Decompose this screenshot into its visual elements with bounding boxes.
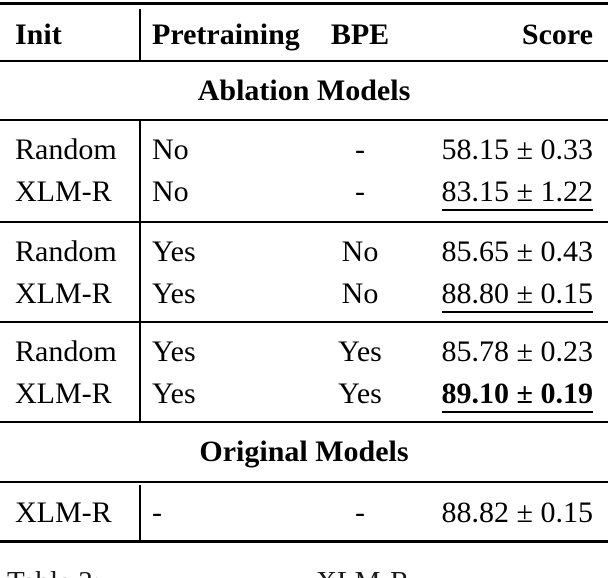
- ablation-section-rule: [0, 119, 608, 121]
- cell-bpe: -: [355, 175, 365, 208]
- cell-init: XLM-R: [15, 277, 112, 310]
- cell-score: 85.78 ± 0.23: [441, 335, 593, 368]
- cell-init: XLM-R: [15, 175, 112, 208]
- block1-bottom-rule: [0, 221, 608, 223]
- block3-column-divider: [139, 323, 141, 421]
- cell-pretraining: Yes: [152, 335, 196, 368]
- cell-pretraining: -: [152, 496, 162, 529]
- table-row: XLM-R Yes Yes 89.10 ± 0.19: [0, 373, 608, 415]
- top-rule: [0, 2, 608, 5]
- cell-score: 88.80 ± 0.15: [441, 273, 593, 315]
- section-ablation-models: Ablation Models: [197, 74, 411, 107]
- header-bpe: BPE: [330, 18, 390, 51]
- cell-bpe: -: [355, 133, 365, 166]
- cell-init: XLM-R: [15, 377, 112, 410]
- header-column-divider: [139, 9, 141, 60]
- cell-pretraining: No: [152, 175, 189, 208]
- block1-column-divider: [139, 121, 141, 221]
- cell-score: 89.10 ± 0.19: [441, 373, 593, 415]
- cell-bpe: No: [341, 277, 379, 310]
- cell-pretraining: No: [152, 133, 189, 166]
- cell-bpe: No: [341, 235, 379, 268]
- original-section-rule: [0, 481, 608, 483]
- cell-bpe: Yes: [338, 335, 382, 368]
- header-init: Init: [15, 18, 62, 51]
- table-row: XLM-R - - 88.82 ± 0.15: [0, 492, 608, 534]
- cell-bpe: -: [355, 496, 365, 529]
- bottom-rule: [0, 540, 608, 543]
- block4-column-divider: [139, 485, 141, 540]
- cell-score: 58.15 ± 0.33: [441, 133, 593, 166]
- cell-init: Random: [15, 133, 117, 166]
- header-score: Score: [521, 18, 593, 51]
- cell-init: Random: [15, 235, 117, 268]
- block2-column-divider: [139, 223, 141, 321]
- cell-init: XLM-R: [15, 496, 112, 529]
- cell-pretraining: Yes: [152, 377, 196, 410]
- caption-fragment-mid: XLM-R: [316, 568, 409, 578]
- caption-fragment-left: Table 3:: [7, 566, 101, 578]
- cell-bpe: Yes: [338, 377, 382, 410]
- cell-pretraining: Yes: [152, 235, 196, 268]
- cell-score: 88.82 ± 0.15: [441, 496, 593, 529]
- cell-score: 83.15 ± 1.22: [441, 171, 593, 213]
- block3-bottom-rule: [0, 421, 608, 423]
- table-row: Random Yes Yes 85.78 ± 0.23: [0, 331, 608, 373]
- table-row: XLM-R Yes No 88.80 ± 0.15: [0, 273, 608, 315]
- section-original-models: Original Models: [199, 435, 409, 468]
- header-pretraining: Pretraining: [152, 18, 300, 51]
- table-header-row: Init Pretraining BPE Score: [0, 14, 608, 56]
- table-row: XLM-R No - 83.15 ± 1.22: [0, 171, 608, 213]
- table-row: Random No - 58.15 ± 0.33: [0, 129, 608, 171]
- cell-pretraining: Yes: [152, 277, 196, 310]
- header-bottom-rule: [0, 60, 608, 62]
- cell-score: 85.65 ± 0.43: [441, 235, 593, 268]
- table-caption-clipped: Table 3: XLM-R: [7, 568, 608, 578]
- table-row: Random Yes No 85.65 ± 0.43: [0, 231, 608, 273]
- cell-init: Random: [15, 335, 117, 368]
- block2-bottom-rule: [0, 321, 608, 323]
